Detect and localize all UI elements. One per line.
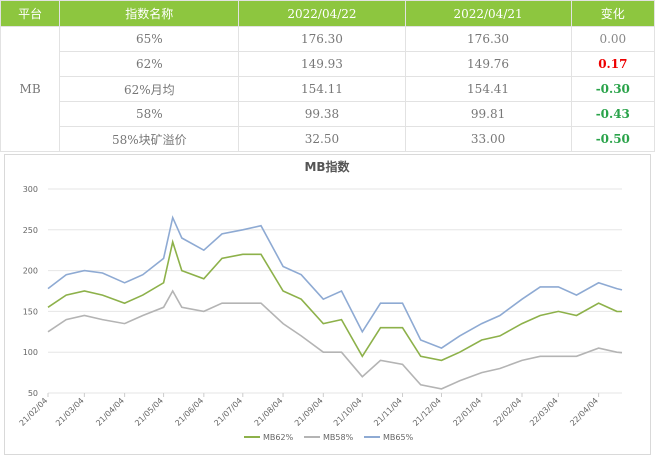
legend-label: MB62%	[263, 433, 294, 442]
cell: 176.30	[238, 26, 406, 52]
price-table: 平台 指数名称 2022/04/22 2022/04/21 变化 MB 65% 176.30 1…	[0, 0, 655, 152]
table-row: MB 65% 176.30 176.30 0.00	[0, 26, 655, 152]
cell: 99.81	[404, 101, 572, 127]
legend-label: MB65%	[383, 433, 414, 442]
cell: 32.50	[238, 126, 406, 152]
cell: 149.93	[238, 51, 406, 77]
y-tick-label: 100	[23, 348, 38, 357]
cell: -0.30	[570, 76, 655, 102]
cell: 149.76	[404, 51, 572, 77]
y-tick-label: 200	[23, 267, 38, 276]
cell: 0.00	[570, 26, 655, 52]
cell: 62%	[59, 51, 240, 77]
header-cell: 2022/04/22	[238, 0, 406, 27]
cell: 58%块矿溢价	[59, 126, 240, 152]
line-series	[47, 289, 623, 390]
cell: 154.11	[238, 76, 406, 102]
table-row: 62%月均 154.11 154.41 -0.30	[1, 76, 655, 102]
line-series	[47, 215, 623, 349]
cell: 154.41	[404, 76, 572, 102]
chart-frame	[4, 154, 651, 455]
cell: 58%	[59, 101, 240, 127]
y-tick-label: 250	[23, 226, 38, 235]
cell: -0.43	[570, 101, 655, 127]
cell: 62%月均	[59, 76, 240, 102]
header-cell: 指数名称	[59, 0, 240, 27]
legend-label: MB58%	[323, 433, 354, 442]
cell: 99.38	[238, 101, 406, 127]
table-row: 58% 99.38 99.81 -0.43	[1, 101, 655, 127]
table-row: 58%块矿溢价 32.50 33.00 -0.50	[1, 126, 655, 152]
cell: 33.00	[404, 126, 572, 152]
chart-title: MB指数	[304, 159, 350, 174]
table-row: 62% 149.93 149.76 0.17	[1, 51, 655, 77]
header-cell: 平台	[0, 0, 61, 27]
y-tick-label: 300	[23, 185, 38, 194]
cell: 65%	[59, 26, 240, 52]
y-tick-label: 50	[28, 389, 38, 398]
header-cell: 变化	[570, 0, 655, 27]
cell: 0.17	[570, 51, 655, 77]
line-series	[47, 238, 623, 362]
platform-cell: MB	[0, 26, 61, 152]
y-tick-label: 150	[23, 307, 38, 316]
header-cell: 2022/04/21	[404, 0, 572, 27]
cell: -0.50	[570, 126, 655, 152]
cell: 176.30	[404, 26, 572, 52]
